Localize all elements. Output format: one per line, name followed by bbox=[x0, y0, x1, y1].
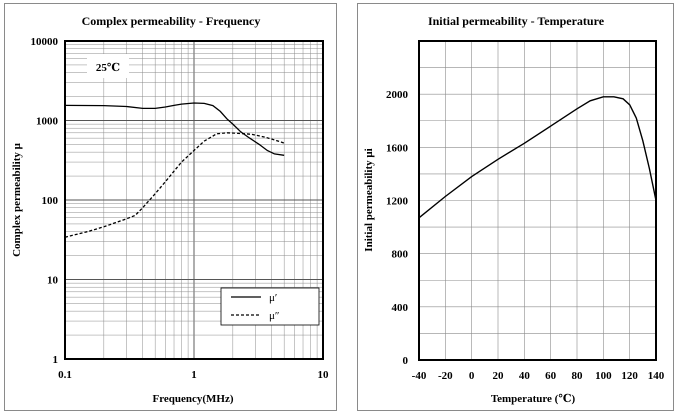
tick-labels: -40 -20 0 20 40 60 80 100 120 140 0 400 800 1200 1600 2… bbox=[386, 89, 665, 382]
initial-permeability-chart-panel: Initial permeability - Temperature -40 -2… bbox=[357, 3, 674, 411]
x-tick-label: 1 bbox=[191, 369, 197, 381]
initial-permeability-chart: Initial permeability - Temperature -40 -2… bbox=[363, 14, 665, 405]
y-tick-label: 10 bbox=[47, 275, 59, 287]
legend-box bbox=[220, 287, 320, 326]
x-tick-label: 120 bbox=[621, 370, 638, 382]
series-line-initial-permeability bbox=[418, 96, 657, 219]
x-axis-label: Frequency(MHz) bbox=[152, 393, 233, 405]
y-tick-label: 800 bbox=[392, 249, 409, 261]
annotation-box bbox=[87, 54, 129, 78]
x-tick-label: 40 bbox=[519, 370, 531, 382]
y-tick-label: 10000 bbox=[31, 36, 59, 48]
series-group bbox=[64, 102, 285, 238]
y-tick-label: 1600 bbox=[386, 142, 409, 154]
plot-frame bbox=[64, 40, 324, 360]
y-axis-label: Initial permeability μi bbox=[363, 148, 375, 251]
chart-title: Complex permeability - Frequency bbox=[82, 14, 261, 28]
tick-labels: 0.1 1 10 1 10 100 1000 10000 bbox=[31, 36, 330, 381]
x-tick-label: 10 bbox=[318, 369, 330, 381]
x-tick-label: 100 bbox=[595, 370, 612, 382]
y-tick-label: 0 bbox=[403, 355, 409, 367]
series-line-mu-prime bbox=[64, 102, 285, 156]
y-tick-label: 100 bbox=[42, 195, 59, 207]
series-line-mu-double-prime bbox=[64, 132, 285, 238]
y-tick-label: 1 bbox=[53, 354, 59, 366]
chart-title: Initial permeability - Temperature bbox=[428, 14, 605, 28]
legend-label-mu-prime: μ′ bbox=[269, 292, 277, 304]
x-tick-label: 20 bbox=[493, 370, 505, 382]
complex-permeability-chart-panel: Complex permeability - Frequency 25℃ μ′ … bbox=[4, 3, 337, 411]
x-tick-label: 140 bbox=[648, 370, 665, 382]
x-tick-label: -40 bbox=[412, 370, 427, 382]
x-tick-label: -20 bbox=[438, 370, 453, 382]
grid bbox=[418, 40, 657, 361]
y-tick-label: 1000 bbox=[36, 116, 59, 128]
x-axis-label: Temperature (℃) bbox=[491, 393, 576, 405]
y-tick-label: 400 bbox=[392, 302, 409, 314]
x-tick-label: 80 bbox=[572, 370, 584, 382]
legend-label-mu-double-prime: μ″ bbox=[269, 310, 279, 322]
y-tick-label: 2000 bbox=[386, 89, 409, 101]
x-tick-label: 60 bbox=[545, 370, 557, 382]
series-group bbox=[418, 96, 657, 219]
complex-permeability-chart: Complex permeability - Frequency 25℃ μ′ … bbox=[11, 14, 330, 405]
x-tick-label: 0.1 bbox=[58, 369, 72, 381]
temperature-annotation: 25℃ bbox=[96, 62, 120, 74]
x-tick-label: 0 bbox=[469, 370, 475, 382]
y-tick-label: 1200 bbox=[386, 196, 409, 208]
y-axis-label: Complex permeability μ bbox=[11, 142, 23, 257]
legend: μ′ μ″ bbox=[220, 287, 320, 326]
